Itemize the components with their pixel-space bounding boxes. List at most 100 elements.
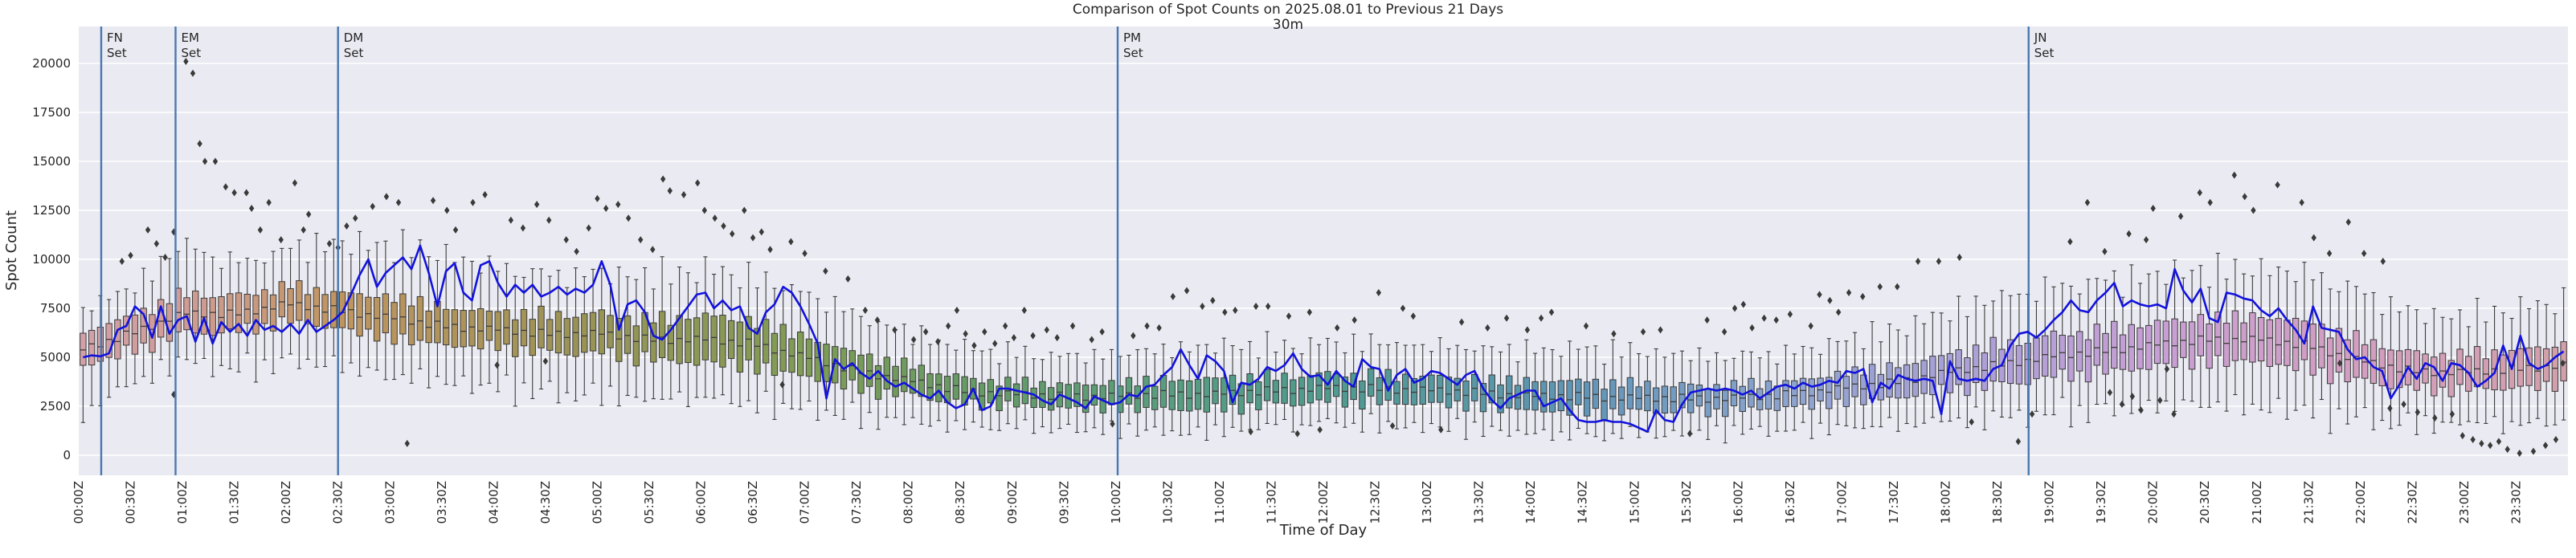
outlier-point [266, 198, 272, 206]
x-tick-label: 16:00Z [1731, 481, 1745, 524]
outlier-point [1835, 308, 1842, 316]
current-day-line [83, 244, 2565, 434]
y-tick-label: 2500 [40, 399, 71, 413]
outlier-point [383, 193, 390, 201]
box-plot-bin [1410, 344, 1418, 423]
box-plot-bin [2422, 323, 2429, 417]
box-plot-bin [1652, 348, 1660, 439]
box-plot-bin [2084, 279, 2092, 423]
outlier-point [1351, 316, 1357, 324]
event-label-line2: Set [2034, 46, 2055, 60]
box-plot-bin [641, 267, 648, 402]
outlier-point [1438, 426, 1444, 434]
box-plot-bin [485, 255, 493, 384]
box-plot-bin [313, 232, 321, 368]
outlier-point [742, 206, 747, 214]
outlier-point [1687, 430, 1693, 438]
outlier-point [2171, 410, 2177, 418]
box-plot-bin [2162, 283, 2170, 402]
box-plot-bin [874, 321, 882, 430]
box-plot-bin [2378, 314, 2386, 422]
outlier-point [444, 206, 450, 214]
outlier-point [231, 189, 237, 197]
box-plot-bin [338, 240, 346, 373]
box-plot-bin [1575, 348, 1582, 430]
box-plot-bin [676, 266, 683, 393]
box-plot-bin [1920, 323, 1928, 424]
box-plot-bin [1506, 344, 1513, 437]
outlier-point [2380, 257, 2386, 265]
box-plot-bin [1713, 352, 1720, 426]
x-tick-label: 11:00Z [1212, 481, 1227, 524]
outlier-point [1248, 428, 1253, 436]
x-tick-label: 23:00Z [2457, 481, 2472, 524]
outlier-point [2164, 365, 2170, 373]
box-plot-bin [1886, 324, 1893, 418]
y-tick-label: 0 [63, 448, 71, 462]
outlier-point [370, 202, 375, 210]
outlier-point [574, 247, 579, 255]
box-plot-bin [2042, 276, 2049, 416]
box-plot-bin [2180, 277, 2187, 401]
outlier-point [128, 251, 133, 259]
chart-subtitle: 30m [1273, 17, 1303, 33]
event-label-line2: Set [1123, 46, 1143, 60]
box-plot-bin [892, 329, 899, 418]
outlier-point [2299, 198, 2304, 206]
box-plot-bin [1514, 361, 1522, 431]
box-plot-bin [1272, 352, 1280, 426]
outlier-point [2251, 206, 2256, 214]
box-plot-bin [797, 291, 804, 410]
box-plot-bin [996, 363, 1003, 431]
outlier-point [650, 246, 656, 254]
x-tick-label: 14:30Z [1576, 481, 1590, 524]
box-plot-bin [2335, 291, 2343, 409]
box-plot-bin [2222, 279, 2230, 412]
box-plot-bin [1419, 344, 1426, 434]
box-plot-bin [105, 299, 112, 398]
x-tick-label: 20:00Z [2146, 481, 2161, 524]
box-plot-bin [243, 258, 251, 354]
outlier-point [353, 214, 358, 222]
box-plot-bin [1168, 356, 1176, 432]
outlier-point [404, 439, 410, 447]
box-plot-bin [1186, 351, 1193, 435]
box-plot-bin [805, 291, 813, 402]
box-plot-bin [1635, 352, 1642, 438]
box-plot-bin [901, 324, 908, 426]
outlier-point [1389, 422, 1396, 430]
outlier-point [395, 198, 402, 206]
outlier-point [1611, 330, 1617, 338]
box-plot-bin [122, 288, 130, 388]
y-tick-label: 7500 [40, 301, 71, 316]
box-plot-bin [468, 260, 476, 394]
outlier-point [2345, 218, 2351, 226]
outlier-point [1200, 303, 1205, 311]
box-plot-bin [624, 276, 632, 397]
box-plot-bin [987, 348, 995, 430]
box-plot-bin [278, 247, 285, 359]
box-plot-bin [218, 267, 225, 366]
outlier-point [1761, 314, 1767, 322]
outlier-point [2449, 410, 2455, 418]
box-plot-bin [1281, 340, 1288, 421]
box-plot-bin [1678, 350, 1686, 437]
outlier-point [1740, 300, 1746, 308]
box-plot-bin [382, 240, 390, 381]
outlier-point [910, 336, 917, 344]
box-plot-bin [857, 316, 865, 430]
box-plot-bin [546, 275, 554, 382]
x-tick-label: 15:30Z [1679, 481, 1694, 524]
outlier-point [1069, 322, 1076, 330]
box-plot-bin [693, 282, 701, 398]
box-plot-bin [1972, 295, 1980, 408]
box-plot-bin [978, 350, 986, 428]
box-plot-bin [330, 238, 337, 356]
outlier-point [1817, 291, 1822, 299]
outlier-point [2487, 442, 2493, 450]
outlier-point [1538, 314, 1544, 322]
box-plot-bin [442, 243, 450, 385]
box-plot-bin [1082, 362, 1090, 433]
box-plot-bin [1298, 353, 1306, 426]
box-plot-bin [598, 267, 605, 406]
